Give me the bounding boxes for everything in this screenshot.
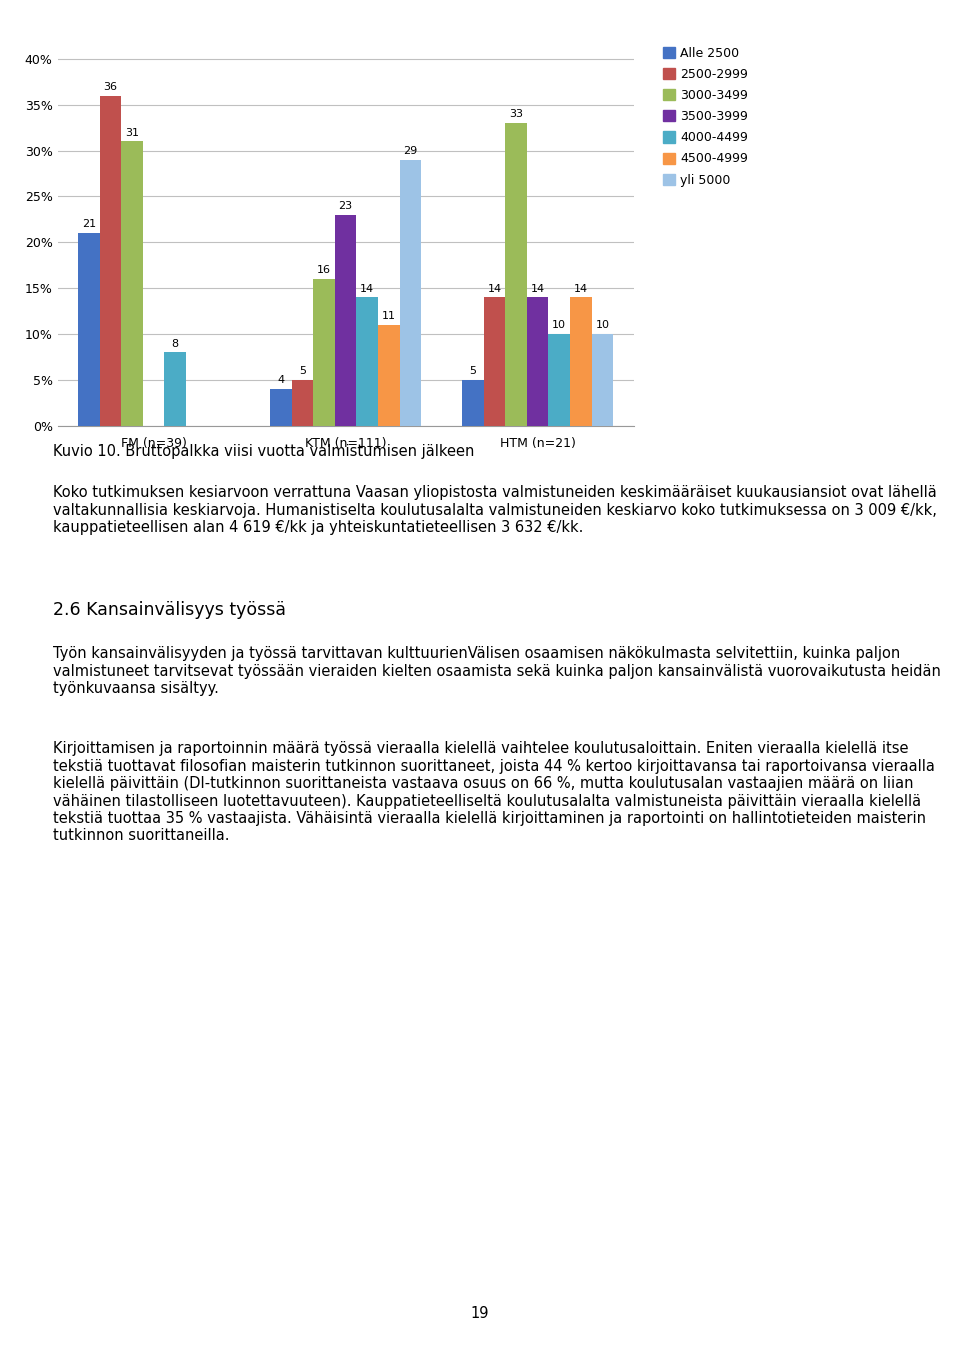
Bar [378, 324, 399, 426]
Text: 10: 10 [552, 320, 566, 330]
Bar [570, 297, 591, 426]
Text: 10: 10 [595, 320, 610, 330]
Bar [121, 142, 143, 426]
Text: 14: 14 [531, 284, 544, 293]
Text: 29: 29 [403, 146, 418, 157]
Text: 5: 5 [299, 366, 306, 376]
Text: 33: 33 [509, 109, 523, 119]
Text: Koko tutkimuksen kesiarvoon verrattuna Vaasan yliopistosta valmistuneiden keskim: Koko tutkimuksen kesiarvoon verrattuna V… [53, 485, 937, 535]
Text: 11: 11 [382, 311, 396, 322]
Legend: Alle 2500, 2500-2999, 3000-3499, 3500-3999, 4000-4499, 4500-4999, yli 5000: Alle 2500, 2500-2999, 3000-3499, 3500-39… [663, 47, 748, 186]
Text: 23: 23 [339, 201, 352, 211]
Bar [313, 278, 335, 426]
Text: 36: 36 [104, 82, 117, 92]
Text: 19: 19 [470, 1306, 490, 1321]
Bar [78, 232, 100, 426]
Bar [548, 334, 570, 426]
Text: 5: 5 [469, 366, 476, 376]
Text: 2.6 Kansainvälisyys työssä: 2.6 Kansainvälisyys työssä [53, 600, 286, 619]
Text: 14: 14 [360, 284, 374, 293]
Bar [591, 334, 613, 426]
Bar [505, 123, 527, 426]
Text: 8: 8 [172, 339, 179, 349]
Text: Kirjoittamisen ja raportoinnin määrä työssä vieraalla kielellä vaihtelee koulutu: Kirjoittamisen ja raportoinnin määrä työ… [53, 742, 935, 843]
Text: Työn kansainvälisyyden ja työssä tarvittavan kulttuurienVälisen osaamisen näköku: Työn kansainvälisyyden ja työssä tarvitt… [53, 646, 941, 696]
Text: 21: 21 [82, 219, 96, 230]
Text: Kuvio 10. Bruttopalkka viisi vuotta valmistumisen jälkeen: Kuvio 10. Bruttopalkka viisi vuotta valm… [53, 443, 474, 458]
Bar [100, 96, 121, 426]
Bar [356, 297, 378, 426]
Bar [462, 380, 484, 426]
Text: 14: 14 [574, 284, 588, 293]
Text: 4: 4 [277, 376, 284, 385]
Bar [399, 159, 421, 426]
Bar [164, 353, 186, 426]
Text: 31: 31 [125, 128, 139, 138]
Bar [335, 215, 356, 426]
Bar [292, 380, 313, 426]
Bar [484, 297, 505, 426]
Bar [527, 297, 548, 426]
Text: 14: 14 [488, 284, 501, 293]
Text: 16: 16 [317, 265, 331, 276]
Bar [270, 389, 292, 426]
